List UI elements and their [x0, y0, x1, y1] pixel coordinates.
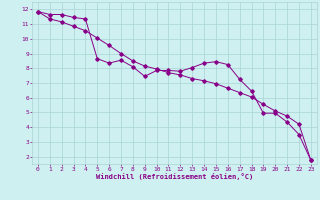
X-axis label: Windchill (Refroidissement éolien,°C): Windchill (Refroidissement éolien,°C) — [96, 173, 253, 180]
